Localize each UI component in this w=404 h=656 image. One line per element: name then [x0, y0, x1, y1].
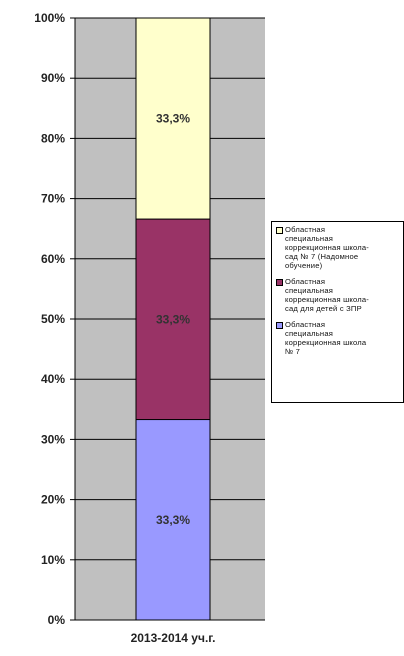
data-label: 33,3% — [156, 312, 190, 326]
legend-swatch — [276, 279, 283, 286]
legend-item: Областная специальная коррекционная школ… — [276, 277, 401, 313]
bar-segment — [135, 17, 211, 220]
chart-legend: Областная специальная коррекционная школ… — [271, 221, 404, 403]
y-tick-label: 10% — [41, 553, 65, 567]
y-tick-label: 100% — [34, 11, 65, 25]
y-tick-label: 60% — [41, 252, 65, 266]
y-tick-label: 50% — [41, 312, 65, 326]
x-tick-label: 2013-2014 уч.г. — [131, 631, 216, 645]
y-tick-label: 80% — [41, 131, 65, 145]
bar-segment — [135, 419, 211, 621]
data-label: 33,3% — [156, 112, 190, 126]
y-tick-label: 30% — [41, 432, 65, 446]
legend-label: Областная специальная коррекционная школ… — [285, 225, 370, 270]
legend-label: Областная специальная коррекционная школ… — [285, 277, 370, 313]
y-tick-label: 70% — [41, 192, 65, 206]
data-label: 33,3% — [156, 513, 190, 527]
y-tick-label: 90% — [41, 71, 65, 85]
legend-swatch — [276, 322, 283, 329]
bar-segment — [135, 218, 211, 421]
legend-item: Областная специальная коррекционная школ… — [276, 320, 401, 356]
legend-swatch — [276, 227, 283, 234]
y-tick-label: 40% — [41, 372, 65, 386]
y-tick-label: 20% — [41, 493, 65, 507]
legend-label: Областная специальная коррекционная школ… — [285, 320, 367, 356]
y-tick-label: 0% — [48, 613, 66, 627]
legend-item: Областная специальная коррекционная школ… — [276, 225, 401, 270]
